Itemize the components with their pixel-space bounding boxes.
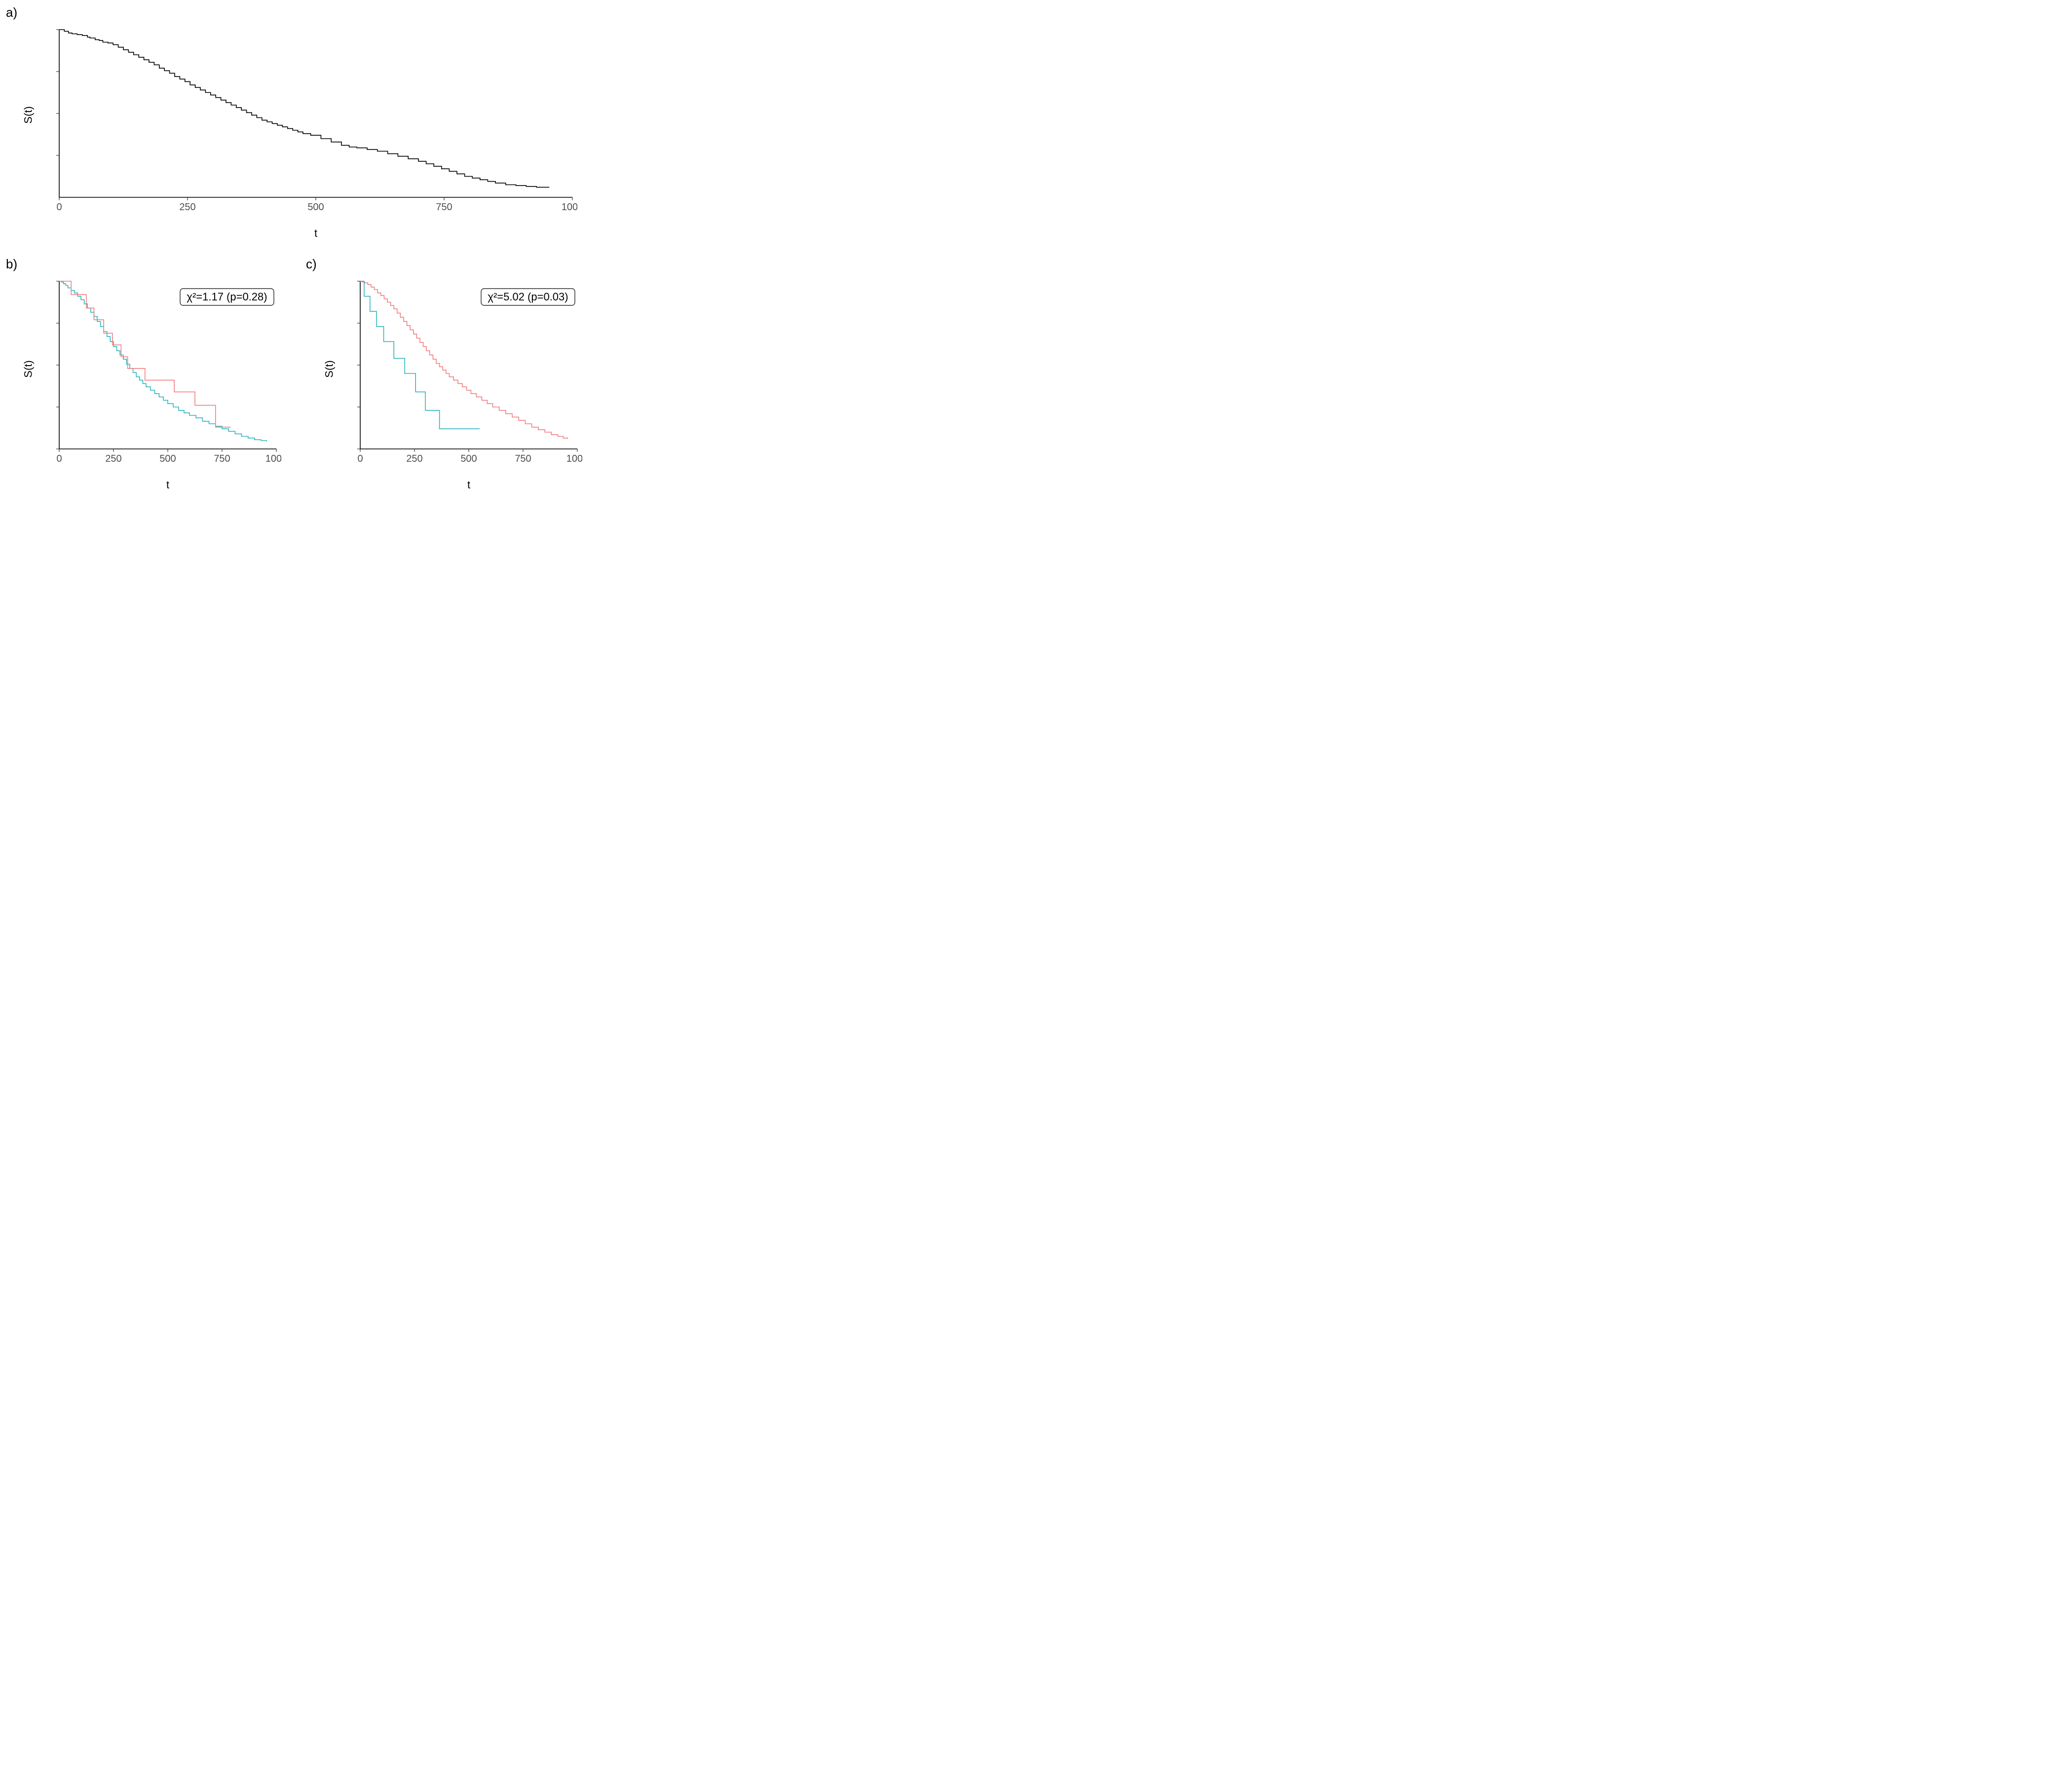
panel-a-svg: 025050075010000.250.500.751.00	[54, 25, 577, 212]
panel-c-xlabel: t	[355, 479, 582, 491]
svg-text:χ²=1.17 (p=0.28): χ²=1.17 (p=0.28)	[187, 291, 267, 303]
panel-a-xlabel: t	[54, 227, 577, 240]
svg-text:750: 750	[515, 453, 531, 464]
svg-text:0: 0	[56, 202, 62, 212]
panel-b-ylabel: S(t)	[22, 360, 35, 377]
svg-text:500: 500	[460, 453, 477, 464]
panel-c-ylabel: S(t)	[323, 360, 336, 377]
svg-text:0: 0	[56, 453, 62, 464]
svg-text:χ²=5.02 (p=0.03): χ²=5.02 (p=0.03)	[488, 291, 568, 303]
svg-text:250: 250	[406, 453, 422, 464]
panel-c-plot: 025050075010000.000.250.500.751.00χ²=5.0…	[355, 276, 582, 464]
svg-text:750: 750	[214, 453, 230, 464]
panel-b-label: b)	[6, 257, 17, 272]
panel-b-xlabel: t	[54, 479, 281, 491]
panel-c-svg: 025050075010000.000.250.500.751.00χ²=5.0…	[355, 276, 582, 464]
svg-text:250: 250	[179, 202, 195, 212]
svg-text:250: 250	[105, 453, 121, 464]
svg-text:1000: 1000	[562, 202, 577, 212]
svg-text:1000: 1000	[265, 453, 281, 464]
svg-text:750: 750	[436, 202, 452, 212]
stat-box: χ²=1.17 (p=0.28)	[180, 289, 274, 305]
svg-text:500: 500	[159, 453, 176, 464]
figure: a) 025050075010000.250.500.751.00 S(t) t…	[0, 0, 592, 508]
svg-text:0: 0	[357, 453, 363, 464]
panel-a-ylabel: S(t)	[22, 106, 35, 123]
panel-b-svg: 025050075010000.000.250.500.751.00χ²=1.1…	[54, 276, 281, 464]
stat-box: χ²=5.02 (p=0.03)	[481, 289, 575, 305]
panel-a-plot: 025050075010000.250.500.751.00	[54, 25, 577, 212]
svg-text:1000: 1000	[566, 453, 582, 464]
panel-b-plot: 025050075010000.000.250.500.751.00χ²=1.1…	[54, 276, 281, 464]
svg-text:500: 500	[307, 202, 324, 212]
panel-a-label: a)	[6, 5, 17, 20]
panel-c-label: c)	[306, 257, 317, 272]
